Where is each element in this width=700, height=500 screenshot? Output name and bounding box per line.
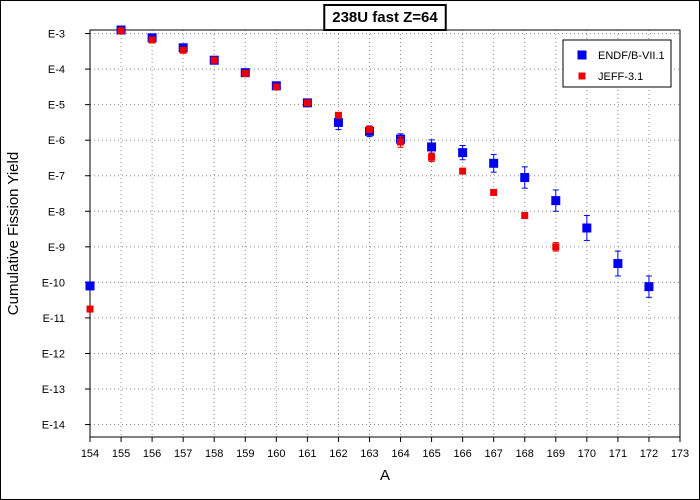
y-tick-label: E-8 [48, 206, 65, 218]
x-tick-label: 167 [485, 448, 503, 460]
x-tick-label: 166 [453, 448, 471, 460]
x-axis-label: A [380, 467, 390, 484]
y-tick-label: E-3 [48, 29, 65, 41]
x-tick-label: 169 [547, 448, 565, 460]
data-point [210, 56, 218, 64]
data-point [333, 117, 343, 127]
x-tick-label: 170 [578, 448, 596, 460]
data-point [179, 46, 187, 54]
x-tick-label: 155 [112, 448, 130, 460]
data-point [458, 148, 468, 158]
legend-marker-endf [577, 50, 587, 60]
x-tick-label: 159 [236, 448, 254, 460]
axis-ticks: 154 155 156 157 158 159 160 161 162 163 164 165 166 1… [42, 29, 689, 460]
y-tick-label: E-10 [42, 277, 65, 289]
data-point [334, 111, 342, 119]
data-series [85, 25, 654, 313]
x-tick-label: 163 [360, 448, 378, 460]
legend-label-endf: ENDF/B-VII.1 [598, 50, 665, 62]
x-tick-label: 173 [671, 448, 689, 460]
y-tick-label: E-11 [43, 313, 65, 325]
chart-title-box: 238U fast Z=64 [323, 4, 447, 31]
legend-label-jeff: JEFF-3.1 [598, 71, 643, 83]
data-point [521, 212, 529, 220]
legend: ENDF/B-VII.1 JEFF-3.1 [562, 39, 672, 88]
x-tick-label: 171 [609, 448, 627, 460]
data-point [241, 69, 249, 77]
series-jeff [86, 27, 560, 313]
data-point [272, 83, 280, 91]
x-tick-label: 154 [81, 448, 99, 460]
chart-title: 238U fast Z=64 [332, 9, 438, 26]
x-tick-label: 172 [640, 448, 658, 460]
data-point [644, 282, 654, 292]
y-tick-label: E-14 [42, 420, 65, 432]
y-tick-label: E-6 [48, 135, 65, 147]
data-point [520, 173, 530, 183]
data-point [365, 126, 373, 134]
data-point [427, 142, 437, 152]
y-tick-label: E-5 [48, 100, 65, 112]
x-tick-label: 160 [267, 448, 285, 460]
y-axis-label: Cumulative Fission Yield [5, 152, 22, 315]
data-point [148, 36, 156, 44]
data-point [582, 223, 592, 233]
data-point [85, 281, 95, 291]
data-point [428, 153, 436, 161]
data-point [613, 259, 623, 269]
x-tick-label: 165 [422, 448, 440, 460]
grid [90, 30, 680, 437]
y-tick-label: E-13 [42, 384, 65, 396]
data-point [551, 196, 561, 206]
data-point [303, 99, 311, 107]
data-point [397, 138, 405, 146]
y-tick-label: E-4 [48, 64, 65, 76]
x-tick-label: 168 [516, 448, 534, 460]
data-point [489, 158, 499, 168]
data-point [86, 305, 94, 313]
y-tick-label: E-7 [48, 171, 65, 183]
x-tick-label: 158 [205, 448, 223, 460]
y-tick-label: E-12 [42, 348, 65, 360]
x-tick-label: 162 [329, 448, 347, 460]
plot-area [89, 29, 681, 438]
data-point [552, 243, 560, 251]
y-tick-label: E-9 [48, 242, 65, 254]
x-tick-label: 161 [298, 448, 316, 460]
x-tick-label: 156 [143, 448, 161, 460]
data-point [459, 167, 467, 175]
data-point [117, 27, 125, 35]
x-tick-label: 157 [174, 448, 192, 460]
x-tick-label: 164 [391, 448, 409, 460]
legend-marker-jeff [578, 72, 586, 80]
data-point [490, 188, 498, 196]
